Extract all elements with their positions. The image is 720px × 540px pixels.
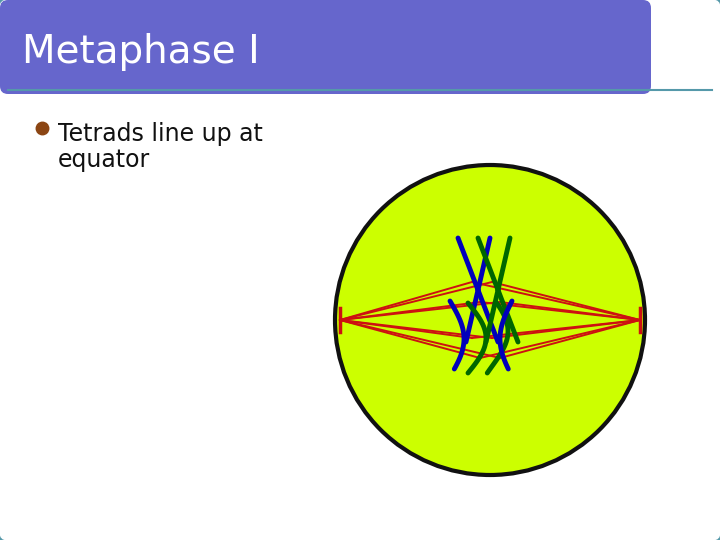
Text: Metaphase I: Metaphase I: [22, 33, 260, 71]
FancyBboxPatch shape: [0, 0, 651, 94]
Circle shape: [335, 165, 645, 475]
Text: Tetrads line up at: Tetrads line up at: [58, 122, 263, 146]
Text: equator: equator: [58, 148, 150, 172]
